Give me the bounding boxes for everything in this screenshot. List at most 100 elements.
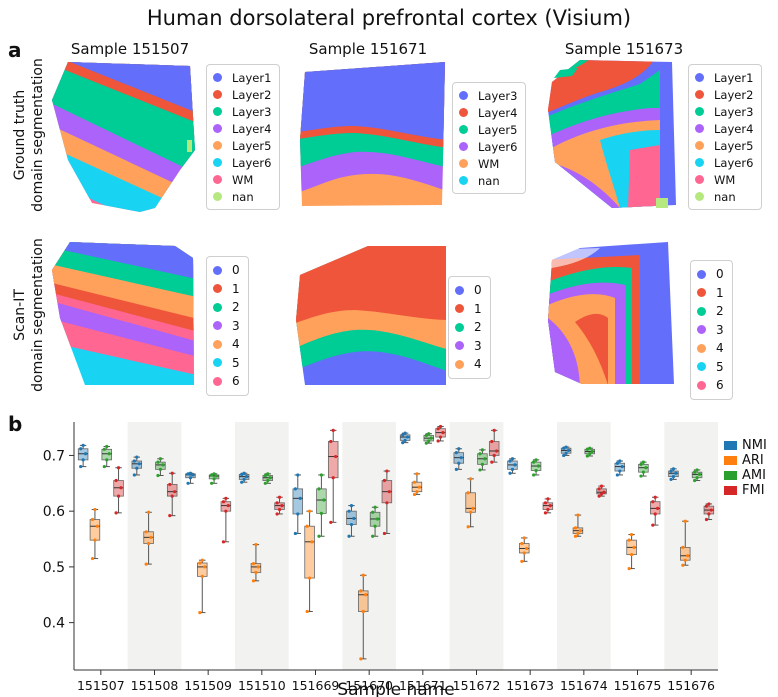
legend-dot <box>213 321 222 331</box>
ari-point <box>361 609 365 614</box>
ami-point <box>427 432 431 436</box>
ari-point <box>525 546 529 551</box>
nmi-point <box>401 433 405 437</box>
legend-item: WM <box>213 171 271 188</box>
fmi-point <box>704 517 709 522</box>
legend-item: Layer4 <box>213 120 271 137</box>
ari-point <box>520 559 524 563</box>
legend-swatch <box>724 486 737 495</box>
legend-item: Layer3 <box>459 87 517 104</box>
nmi-point <box>674 471 678 475</box>
legend-item: 1 <box>697 284 724 303</box>
fmi-point <box>221 500 226 504</box>
ami-point <box>644 466 648 470</box>
nmi-point <box>615 473 619 477</box>
fmi-point <box>275 512 279 516</box>
ami-point <box>158 457 163 461</box>
legend-dot <box>695 73 704 82</box>
legend-label: Layer3 <box>478 88 518 103</box>
ari-point <box>573 534 578 538</box>
ari-point <box>149 535 153 539</box>
legend-label: Layer3 <box>714 104 754 119</box>
ami-point <box>319 511 324 515</box>
ari-point <box>198 610 202 615</box>
panel-a-letter: a <box>8 38 22 62</box>
ami-point <box>427 439 431 443</box>
x-axis-title: Sample name <box>337 680 454 697</box>
legend-dot <box>697 306 706 316</box>
legend-label: AMI <box>742 468 766 483</box>
x-tick-label: 151673 <box>506 678 554 693</box>
legend-dot <box>697 288 706 298</box>
fmi-point <box>119 486 123 490</box>
fmi-point <box>543 511 548 515</box>
legend-item: Layer4 <box>695 120 753 137</box>
fmi-point <box>116 494 121 498</box>
nmi-point <box>352 516 356 521</box>
nmi-point <box>457 461 461 465</box>
ami-point <box>588 452 592 456</box>
legend-dot <box>213 90 222 99</box>
ari-point <box>203 565 207 569</box>
fmi-point <box>385 469 389 473</box>
legend-label: Layer6 <box>232 155 272 170</box>
fmi-point <box>653 512 657 516</box>
fmi-box <box>166 484 178 497</box>
fmi-point <box>168 514 172 518</box>
x-tick-label: 151669 <box>292 678 340 693</box>
ari-point <box>681 563 685 567</box>
legend-gt-151673: Layer1 Layer2 Layer3 Layer4 Layer5 Layer… <box>688 64 763 210</box>
x-tick-label: 151508 <box>131 678 179 693</box>
ami-point <box>263 473 267 478</box>
ami-point <box>478 452 482 456</box>
map-151673-scanit <box>548 242 674 384</box>
ari-point <box>573 526 578 530</box>
fmi-point <box>382 478 387 483</box>
fmi-point <box>221 540 226 544</box>
ami-point <box>588 446 592 450</box>
ari-point <box>307 576 312 580</box>
nmi-point <box>349 522 354 527</box>
legend-dot <box>459 108 468 117</box>
ami-point <box>214 474 219 478</box>
fmi-point <box>656 506 660 510</box>
ami-point <box>156 473 160 478</box>
x-tick-label: 151674 <box>560 678 608 693</box>
ami-point <box>480 448 485 452</box>
legend-dot <box>213 302 222 312</box>
legend-dot <box>455 341 464 351</box>
nmi-point <box>508 471 512 475</box>
legend-dot <box>455 322 464 332</box>
y-tick-label: 0.4 <box>43 616 65 632</box>
ari-point <box>683 558 687 562</box>
legend-dot <box>697 380 706 390</box>
sample-title-151671: Sample 151671 <box>308 40 428 58</box>
legend-item: 0 <box>455 281 482 300</box>
ami-point <box>102 447 106 451</box>
fmi-point <box>441 430 445 435</box>
shaded-column <box>235 422 289 670</box>
ami-point <box>693 470 697 474</box>
legend-dot <box>455 359 464 369</box>
legend-metrics: NMI ARI AMI FMI <box>724 438 767 498</box>
legend-dot <box>459 125 468 134</box>
nmi-point <box>135 455 139 459</box>
fmi-point <box>543 501 548 505</box>
legend-item: 4 <box>455 355 482 374</box>
ami-point <box>429 436 433 440</box>
fmi-point <box>704 504 709 508</box>
ari-point <box>520 541 524 546</box>
ari-point <box>627 538 631 542</box>
fmi-point <box>492 428 496 432</box>
legend-label: 0 <box>474 283 482 298</box>
nmi-point <box>562 446 566 450</box>
ami-point <box>322 498 326 502</box>
nmi-point <box>188 471 193 475</box>
fmi-point <box>653 495 657 499</box>
fmi-point <box>651 500 655 504</box>
legend-label: 5 <box>716 359 724 374</box>
ari-point <box>200 574 204 578</box>
ari-point <box>578 529 582 533</box>
ari-point <box>254 543 258 547</box>
nmi-point <box>401 441 405 445</box>
